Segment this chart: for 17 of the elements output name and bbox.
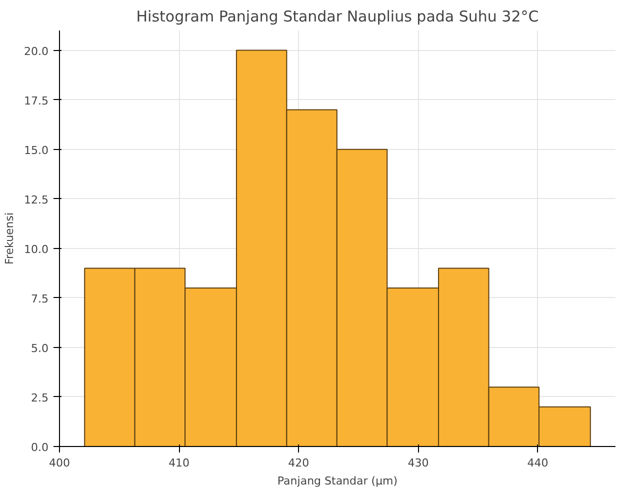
y-tick-label: 15.0: [24, 144, 49, 157]
y-axis-title: Frekuensi: [3, 212, 16, 265]
x-axis-title: Panjang Standar (µm): [277, 474, 398, 488]
x-tick-label: 410: [168, 456, 190, 470]
y-tick-label: 7.5: [31, 292, 49, 306]
y-tick-label: 10.0: [24, 242, 49, 256]
x-tick-label: 430: [408, 456, 429, 470]
y-tick-label: 0.0: [31, 441, 49, 454]
x-tick-label: 420: [288, 456, 310, 470]
y-tick-label: 2.5: [31, 391, 49, 404]
y-tick-label: 12.5: [24, 193, 49, 206]
y-tick-label: 17.5: [24, 94, 49, 108]
y-tick-label: 5.0: [31, 342, 49, 355]
x-tick-label: 440: [527, 456, 548, 470]
y-tick-label: 20.0: [24, 44, 49, 58]
chart-title: Histogram Panjang Standar Nauplius pada Suhu 32°C: [136, 8, 539, 26]
x-tick-label: 400: [49, 456, 70, 470]
